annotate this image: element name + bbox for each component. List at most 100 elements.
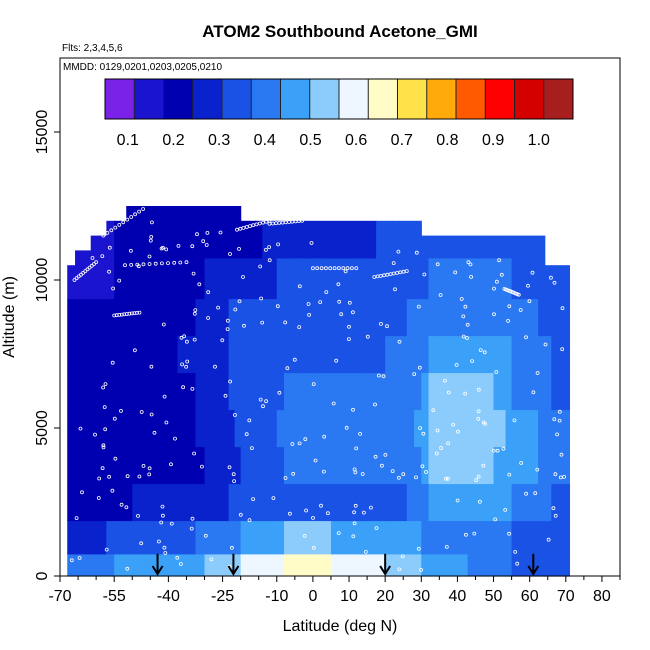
- observation-point: [549, 275, 553, 280]
- heatmap-cell: [358, 257, 368, 300]
- heatmap-cell: [475, 298, 483, 337]
- heatmap-cell: [126, 335, 133, 374]
- observation-point: [311, 516, 315, 520]
- heatmap-cell: [544, 298, 552, 337]
- observation-point: [261, 404, 265, 409]
- observation-point: [164, 420, 169, 425]
- heatmap-cell: [551, 335, 555, 374]
- heatmap-cell: [566, 372, 571, 411]
- heatmap-cell: [557, 553, 561, 577]
- heatmap-cell: [481, 409, 489, 448]
- observation-point: [535, 371, 540, 375]
- heatmap-cell: [75, 520, 84, 555]
- observation-point: [267, 245, 272, 250]
- heatmap-cell: [493, 553, 501, 577]
- heatmap-cell: [367, 335, 377, 374]
- observation-point: [311, 382, 316, 387]
- heatmap-cell: [493, 335, 501, 374]
- heatmap-cell: [511, 335, 519, 374]
- heatmap-cell: [330, 520, 341, 555]
- heatmap-cell: [132, 553, 139, 577]
- y-tick-label: 15000: [34, 110, 51, 155]
- observation-point: [474, 478, 479, 483]
- heatmap-cell: [452, 235, 461, 259]
- heatmap-cell: [487, 553, 495, 577]
- observation-point: [341, 266, 346, 271]
- observation-point: [89, 263, 94, 268]
- observation-point: [497, 258, 502, 263]
- observation-point: [103, 427, 108, 432]
- heatmap-cell: [67, 265, 76, 300]
- observation-point: [228, 379, 233, 384]
- x-axis: -70 -55 -40 -25 -10 0 10 20 30 40 50 60 70 80: [48, 576, 621, 605]
- heatmap-cell: [255, 520, 263, 555]
- heatmap-cell: [269, 446, 278, 485]
- heatmap-cell: [114, 220, 121, 259]
- observation-point: [558, 475, 563, 480]
- observation-point: [446, 441, 451, 446]
- observation-point: [455, 498, 460, 503]
- colorbar-tick-label: 0.6: [345, 132, 367, 149]
- observation-point: [117, 312, 122, 317]
- x-tick-label: -70: [48, 588, 71, 605]
- heatmap-cell: [518, 235, 526, 259]
- heatmap-cell: [276, 446, 285, 485]
- heatmap-cell: [150, 335, 160, 374]
- heatmap-cell: [255, 446, 263, 485]
- observation-point: [557, 418, 562, 423]
- heatmap-cell: [452, 372, 461, 411]
- sampling-arrows: [151, 553, 540, 576]
- observation-point: [141, 262, 146, 267]
- heatmap-cell: [563, 372, 568, 411]
- observation-point: [494, 279, 499, 284]
- observation-point: [422, 272, 427, 277]
- heatmap-cell: [150, 206, 160, 259]
- heatmap-cell: [132, 372, 139, 411]
- heatmap-cell: [493, 257, 501, 300]
- observation-point: [306, 302, 311, 306]
- heatmap-cell: [467, 335, 477, 374]
- observation-point: [232, 479, 237, 484]
- heatmap-cell: [240, 520, 249, 555]
- heatmap-cell: [340, 335, 350, 374]
- heatmap-cell: [255, 553, 263, 577]
- observation-point: [543, 342, 548, 347]
- observation-point: [560, 306, 565, 311]
- heatmap-cell: [330, 409, 341, 448]
- heatmap-cell: [276, 298, 285, 337]
- colorbar-tick-label: 0.3: [208, 132, 230, 149]
- observation-point: [390, 469, 395, 474]
- observation-points: [69, 207, 566, 572]
- heatmap-cell: [544, 520, 552, 555]
- heatmap-cell: [358, 335, 368, 374]
- heatmap-cell: [349, 298, 359, 337]
- heatmap-cell: [349, 409, 359, 448]
- observation-point: [445, 476, 450, 481]
- observation-point: [459, 297, 464, 301]
- heatmap-cell: [538, 446, 546, 485]
- observation-point: [83, 269, 88, 274]
- observation-point: [264, 219, 269, 224]
- observation-point: [345, 266, 350, 271]
- heatmap-cell: [255, 220, 263, 259]
- observation-point: [351, 534, 356, 539]
- observation-point: [376, 373, 381, 378]
- observation-point: [347, 300, 352, 305]
- heatmap-cell: [481, 257, 489, 300]
- heatmap-cell: [177, 335, 188, 374]
- heatmap-cell: [114, 298, 121, 337]
- heatmap-cell: [106, 446, 115, 485]
- heatmap-cell: [126, 409, 133, 448]
- heatmap-cell: [216, 372, 224, 411]
- heatmap-cell: [481, 553, 489, 577]
- heatmap-cell: [563, 409, 568, 448]
- heatmap-cell: [444, 483, 453, 522]
- colorbar-frame: [104, 78, 574, 120]
- heatmap-cell: [269, 372, 278, 411]
- heatmap-cell: [307, 483, 316, 522]
- colorbar-segment: [543, 79, 574, 119]
- heatmap-cell: [399, 335, 408, 374]
- heatmap-cell: [367, 483, 377, 522]
- observation-point: [184, 260, 189, 265]
